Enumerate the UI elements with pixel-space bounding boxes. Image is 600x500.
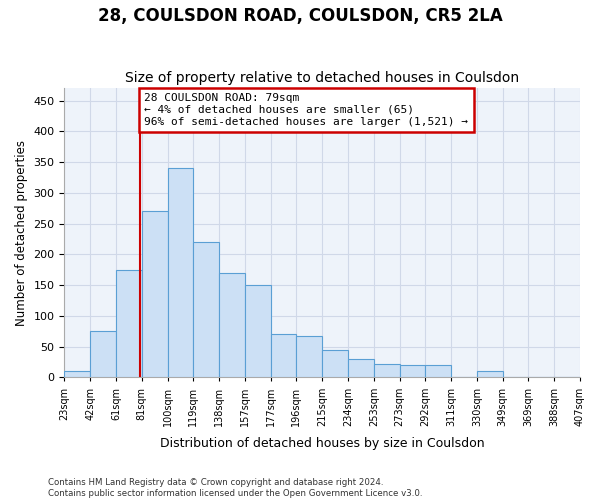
- Bar: [64, 372, 90, 378]
- Bar: [477, 372, 503, 378]
- Bar: [322, 350, 348, 378]
- Text: Contains HM Land Registry data © Crown copyright and database right 2024.
Contai: Contains HM Land Registry data © Crown c…: [48, 478, 422, 498]
- Bar: [400, 365, 425, 378]
- Bar: [219, 273, 245, 378]
- Bar: [245, 285, 271, 378]
- Bar: [193, 242, 219, 378]
- Title: Size of property relative to detached houses in Coulsdon: Size of property relative to detached ho…: [125, 70, 519, 85]
- Bar: [167, 168, 193, 378]
- Text: 28 COULSDON ROAD: 79sqm
← 4% of detached houses are smaller (65)
96% of semi-det: 28 COULSDON ROAD: 79sqm ← 4% of detached…: [145, 94, 469, 126]
- Bar: [116, 270, 142, 378]
- Bar: [90, 332, 116, 378]
- Y-axis label: Number of detached properties: Number of detached properties: [15, 140, 28, 326]
- Bar: [142, 212, 167, 378]
- Bar: [374, 364, 400, 378]
- Text: 28, COULSDON ROAD, COULSDON, CR5 2LA: 28, COULSDON ROAD, COULSDON, CR5 2LA: [98, 8, 502, 26]
- Bar: [296, 336, 322, 378]
- X-axis label: Distribution of detached houses by size in Coulsdon: Distribution of detached houses by size …: [160, 437, 485, 450]
- Bar: [425, 365, 451, 378]
- Bar: [348, 359, 374, 378]
- Bar: [271, 334, 296, 378]
